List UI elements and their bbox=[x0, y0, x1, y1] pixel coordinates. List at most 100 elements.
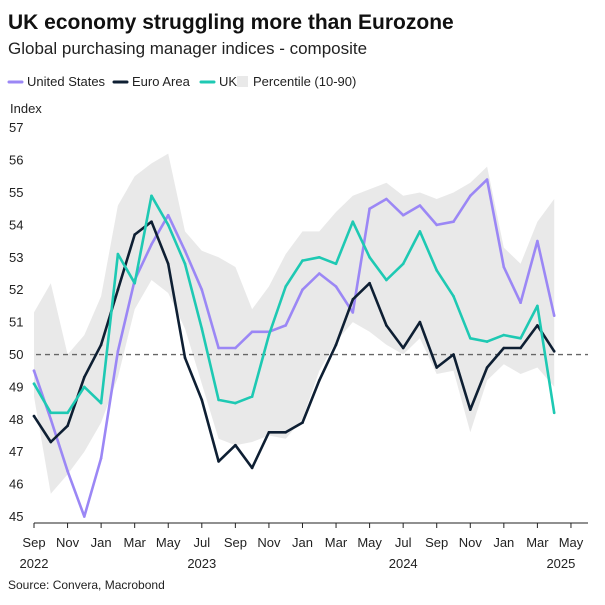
legend-item-uk[interactable]: UK bbox=[199, 74, 237, 89]
data-point-euro-area-10 bbox=[200, 398, 204, 402]
legend-item-united-states[interactable]: United States bbox=[7, 74, 106, 89]
data-point-united-states-20 bbox=[368, 207, 371, 210]
data-point-euro-area-3 bbox=[83, 375, 86, 379]
series-euro-area bbox=[32, 220, 556, 470]
data-point-euro-area-11 bbox=[217, 460, 220, 463]
data-point-uk-17 bbox=[318, 255, 321, 259]
data-point-euro-area-20 bbox=[368, 281, 371, 285]
data-point-euro-area-9 bbox=[183, 356, 187, 360]
data-point-united-states-4 bbox=[99, 456, 103, 460]
data-point-uk-20 bbox=[368, 255, 371, 259]
x-axis: Sep Nov Jan Mar May Jul Sep Nov Jan Mar May Jul Sep N… bbox=[20, 522, 588, 571]
data-point-united-states-19 bbox=[351, 311, 355, 314]
data-point-united-states-5 bbox=[116, 350, 120, 353]
data-point-united-states-0 bbox=[32, 369, 36, 373]
source-note: Source: Convera, Macrobond bbox=[8, 578, 165, 592]
data-point-euro-area-0 bbox=[32, 414, 36, 418]
y-tick-label-53: 53 bbox=[9, 250, 23, 265]
data-point-united-states-21 bbox=[385, 197, 388, 201]
data-point-uk-23 bbox=[418, 230, 422, 233]
data-point-united-states-16 bbox=[301, 288, 304, 292]
chart-title: UK economy struggling more than Eurozone bbox=[8, 11, 454, 34]
data-point-united-states-3 bbox=[83, 515, 86, 518]
series-line-euro-area bbox=[32, 220, 556, 470]
data-point-euro-area-22 bbox=[401, 346, 405, 350]
y-tick-label-48: 48 bbox=[9, 412, 23, 427]
legend-swatch-percentile bbox=[237, 76, 248, 87]
data-point-united-states-7 bbox=[150, 243, 153, 246]
y-axis-unit: Index bbox=[10, 101, 42, 116]
data-point-euro-area-16 bbox=[301, 421, 304, 424]
data-point-uk-18 bbox=[334, 262, 338, 266]
data-point-uk-19 bbox=[351, 220, 355, 223]
data-point-united-states-10 bbox=[200, 288, 204, 292]
legend-item-percentile[interactable]: Percentile (10-90) bbox=[237, 74, 356, 89]
data-point-united-states-31 bbox=[552, 314, 556, 317]
data-point-euro-area-5 bbox=[116, 288, 120, 292]
y-tick-label-55: 55 bbox=[9, 185, 23, 200]
data-point-uk-25 bbox=[452, 294, 455, 298]
legend-label-united-states: United States bbox=[27, 74, 106, 89]
x-tick-label-4: May bbox=[156, 535, 181, 550]
x-tick-label-8: Jan bbox=[292, 535, 313, 550]
data-point-uk-5 bbox=[116, 252, 120, 256]
x-tick-label-6: Sep bbox=[224, 535, 247, 550]
data-point-united-states-30 bbox=[536, 239, 539, 243]
data-point-euro-area-21 bbox=[385, 324, 388, 327]
x-tick-label-9: Mar bbox=[325, 535, 348, 550]
data-point-united-states-25 bbox=[452, 220, 455, 223]
data-point-euro-area-6 bbox=[133, 233, 136, 236]
data-point-uk-8 bbox=[166, 223, 170, 227]
y-tick-label-54: 54 bbox=[9, 217, 23, 232]
data-point-euro-area-19 bbox=[351, 298, 355, 301]
y-tick-label-47: 47 bbox=[9, 444, 23, 459]
data-point-uk-11 bbox=[217, 398, 220, 402]
data-point-united-states-23 bbox=[418, 204, 422, 207]
data-point-euro-area-1 bbox=[49, 440, 53, 444]
data-point-euro-area-17 bbox=[318, 379, 321, 382]
series-layer bbox=[32, 178, 556, 518]
x-year-label-2025: 2025 bbox=[546, 556, 575, 571]
data-point-euro-area-13 bbox=[250, 466, 254, 470]
y-tick-label-57: 57 bbox=[9, 120, 23, 135]
y-tick-label-46: 46 bbox=[9, 477, 23, 492]
data-point-united-states-8 bbox=[166, 213, 170, 217]
data-point-united-states-13 bbox=[250, 330, 254, 334]
data-point-united-states-11 bbox=[217, 346, 220, 350]
data-point-united-states-15 bbox=[284, 324, 288, 327]
x-tick-label-0: Sep bbox=[22, 535, 45, 550]
data-point-uk-24 bbox=[435, 269, 439, 272]
series-uk bbox=[32, 194, 556, 415]
series-line-uk bbox=[32, 194, 556, 415]
data-point-united-states-1 bbox=[49, 418, 53, 421]
data-point-uk-26 bbox=[469, 337, 472, 340]
x-tick-label-1: Nov bbox=[56, 535, 80, 550]
data-point-united-states-17 bbox=[318, 272, 321, 275]
data-point-euro-area-14 bbox=[267, 431, 271, 434]
y-tick-label-49: 49 bbox=[9, 379, 23, 394]
data-point-united-states-2 bbox=[66, 469, 69, 473]
data-point-uk-9 bbox=[183, 262, 187, 266]
data-point-uk-7 bbox=[150, 194, 153, 198]
y-tick-label-51: 51 bbox=[9, 315, 23, 330]
data-point-euro-area-29 bbox=[519, 346, 522, 350]
x-tick-label-11: Jul bbox=[395, 535, 412, 550]
data-point-euro-area-18 bbox=[334, 343, 338, 347]
legend-item-euro-area[interactable]: Euro Area bbox=[112, 74, 191, 89]
data-point-euro-area-28 bbox=[502, 346, 506, 350]
data-point-united-states-24 bbox=[435, 223, 439, 227]
data-point-uk-0 bbox=[32, 382, 36, 386]
x-tick-label-10: May bbox=[357, 535, 382, 550]
data-point-uk-14 bbox=[267, 333, 271, 337]
y-tick-label-52: 52 bbox=[9, 282, 23, 297]
data-point-uk-29 bbox=[519, 337, 522, 340]
data-point-uk-27 bbox=[485, 340, 489, 343]
data-point-uk-13 bbox=[250, 395, 254, 398]
x-year-label-2022: 2022 bbox=[20, 556, 49, 571]
data-point-united-states-9 bbox=[183, 249, 187, 253]
data-point-uk-6 bbox=[133, 281, 136, 285]
legend-label-uk: UK bbox=[219, 74, 237, 89]
data-point-united-states-12 bbox=[234, 346, 237, 350]
percentile-band-layer bbox=[34, 153, 555, 494]
